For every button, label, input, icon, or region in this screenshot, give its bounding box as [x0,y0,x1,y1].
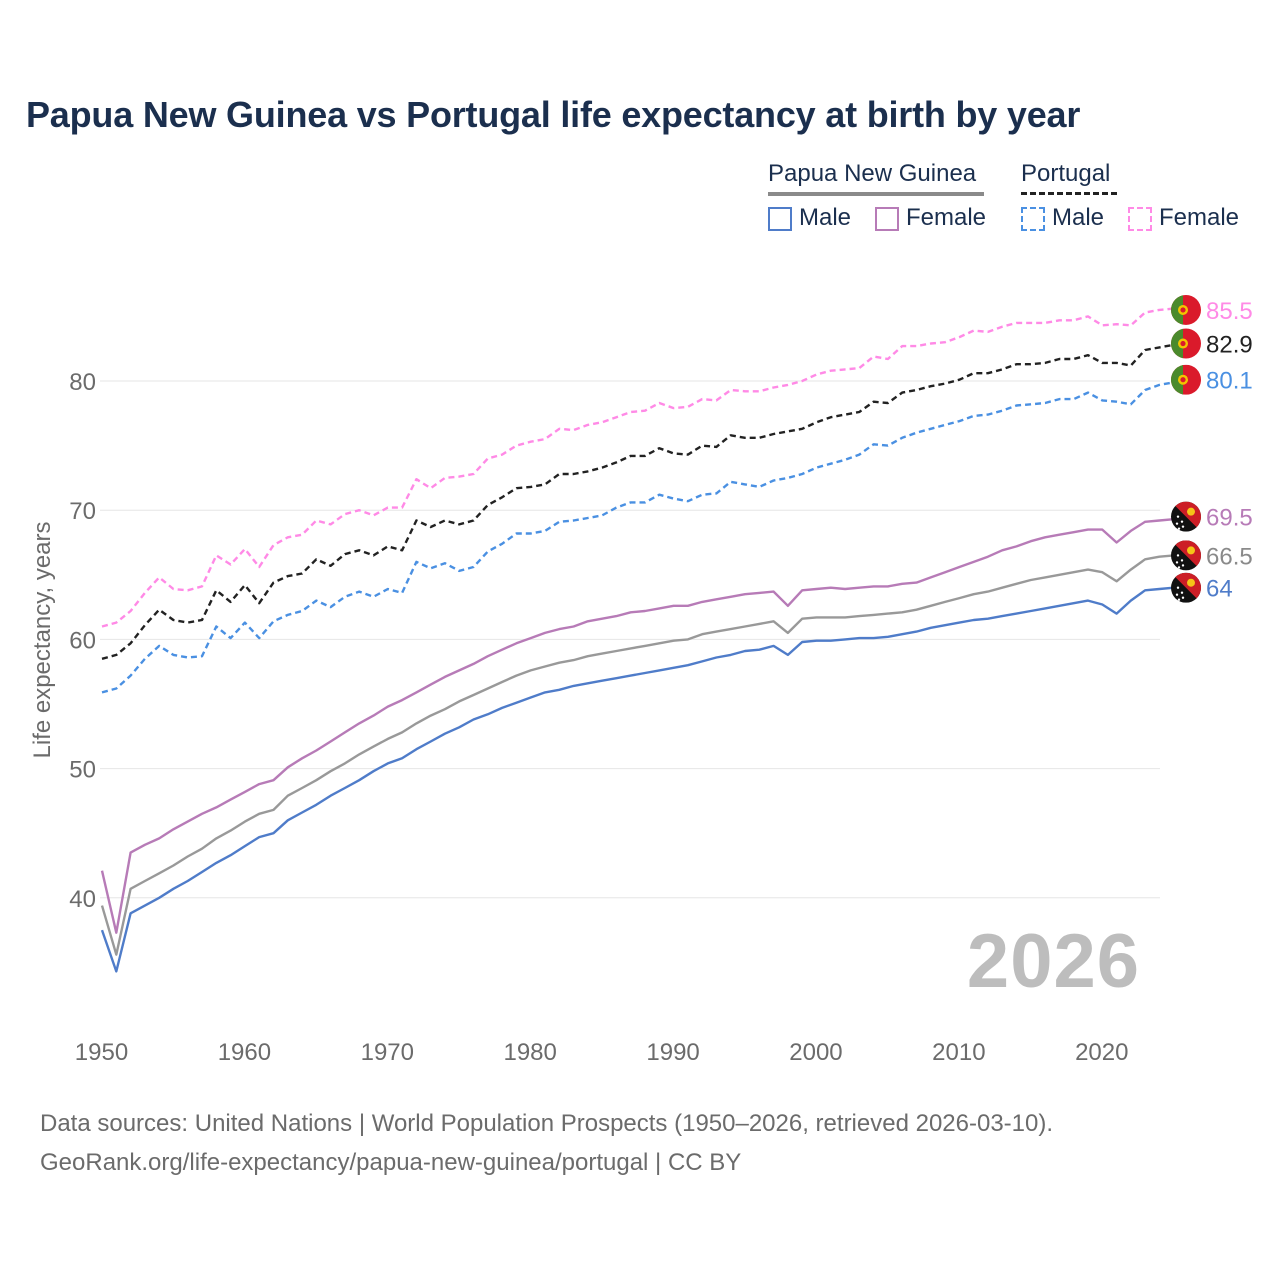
line-chart: 40 50 60 70 80 1950 1960 1970 1980 1990 2000 2010 20… [29,294,1253,1066]
papua-new-guinea-flag-icon [1171,572,1201,603]
series-line-papua-new-guinea-female [100,515,1189,934]
x-tick-label: 2010 [932,1039,985,1066]
y-tick-label: 50 [69,757,96,784]
chart-title: Papua New Guinea vs Portugal life expect… [26,94,1081,135]
series-line-portugal-total [101,342,1189,660]
legend-swatch-png-male [768,207,792,231]
end-label-portugal-female: 85.5 [1206,298,1253,325]
y-tick-label: 60 [69,627,96,654]
footer-url: GeoRank.org/life-expectancy/papua-new-gu… [40,1149,742,1176]
legend-label-png-male: Male [799,204,852,231]
legend-group-portugal-rule [1021,192,1117,195]
footer-sources: Data sources: United Nations | World Pop… [40,1110,1054,1137]
series-line-portugal-female [101,307,1189,628]
legend-label-portugal-male: Male [1052,204,1105,231]
legend-swatch-portugal-female [1128,207,1152,231]
end-label-papua-new-guinea-total: 66.5 [1206,543,1253,570]
portugal-flag-icon [1171,294,1201,325]
end-label-portugal-male: 80.1 [1206,368,1253,395]
y-axis-label: Life expectancy, years [29,521,56,758]
year-watermark: 2026 [966,919,1140,1004]
legend: Papua New Guinea Portugal Male Female Ma… [768,160,1248,240]
legend-label-portugal-female: Female [1159,204,1240,231]
legend-label-png-female: Female [906,204,987,231]
x-tick-label: 1950 [75,1039,128,1066]
papua-new-guinea-flag-icon [1171,501,1201,532]
papua-new-guinea-flag-icon [1171,540,1201,571]
x-tick-label: 1960 [218,1039,271,1066]
legend-swatch-portugal-male [1021,207,1045,231]
legend-group-png-rule [768,192,984,196]
footer: Data sources: United Nations | World Pop… [40,1104,1053,1182]
series-line-papua-new-guinea-male [100,585,1189,973]
series-line-portugal-male [101,378,1189,694]
legend-swatch-png-female [875,207,899,231]
end-label-portugal-total: 82.9 [1206,332,1253,359]
x-tick-label: 1990 [646,1039,699,1066]
legend-group-portugal: Portugal [1021,160,1111,187]
y-tick-label: 80 [69,369,96,396]
portugal-flag-icon [1171,328,1201,359]
y-tick-label: 40 [69,886,96,913]
end-label-papua-new-guinea-male: 64 [1206,576,1233,603]
portugal-flag-icon [1171,364,1201,395]
x-tick-label: 1980 [503,1039,556,1066]
x-tick-label: 1970 [361,1039,414,1066]
end-label-papua-new-guinea-female: 69.5 [1206,505,1253,532]
series-line-papua-new-guinea-total [100,554,1188,956]
y-tick-label: 70 [69,498,96,525]
legend-group-png: Papua New Guinea [768,160,977,187]
x-tick-label: 2000 [789,1039,842,1066]
x-tick-label: 2020 [1075,1039,1128,1066]
